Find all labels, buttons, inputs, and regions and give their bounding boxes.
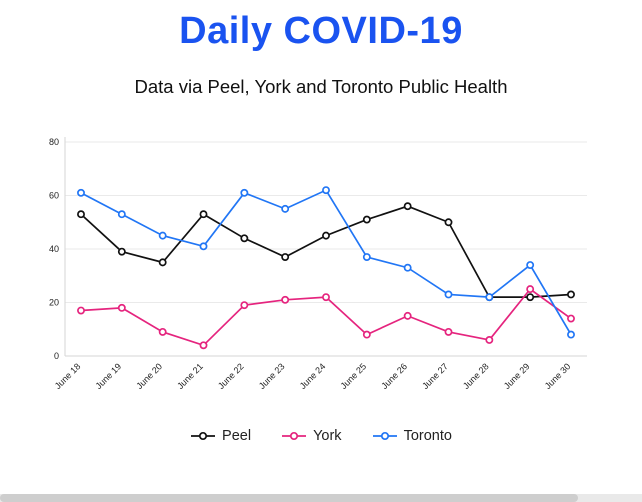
legend-marker-york-icon <box>282 431 307 440</box>
svg-text:June 24: June 24 <box>298 361 328 391</box>
svg-text:June 28: June 28 <box>461 361 491 391</box>
legend-label: York <box>313 427 342 444</box>
chart-canvas[interactable]: 0 20 40 60 80 June 18 June 19 June 20 June 21 Jun… <box>29 132 613 428</box>
chart-subtitle: Data via Peel, York and Toronto Public H… <box>134 75 508 97</box>
svg-text:June 25: June 25 <box>339 361 369 391</box>
svg-text:June 21: June 21 <box>175 361 205 391</box>
legend-item-peel[interactable]: Peel <box>190 428 251 444</box>
svg-text:June 22: June 22 <box>216 361 246 391</box>
horizontal-scrollbar[interactable] <box>0 494 642 502</box>
scrollbar-thumb[interactable] <box>0 494 578 502</box>
svg-text:June 26: June 26 <box>379 361 409 391</box>
svg-text:0: 0 <box>54 351 59 361</box>
legend-label: Peel <box>222 427 252 444</box>
svg-text:June 27: June 27 <box>420 361 450 391</box>
legend-item-toronto[interactable]: Toronto <box>372 428 452 444</box>
svg-text:June 18: June 18 <box>53 361 83 391</box>
chart-legend: Peel York Toronto <box>0 428 642 444</box>
legend-item-york[interactable]: York <box>281 427 342 444</box>
svg-text:80: 80 <box>49 137 59 147</box>
svg-text:40: 40 <box>49 244 59 254</box>
chart-title: Daily COVID-19 <box>179 10 463 52</box>
svg-text:June 20: June 20 <box>134 361 164 391</box>
svg-text:20: 20 <box>49 297 59 307</box>
legend-marker-toronto-icon <box>372 431 397 440</box>
svg-text:June 30: June 30 <box>543 361 573 391</box>
svg-text:June 19: June 19 <box>94 361 124 391</box>
svg-text:60: 60 <box>49 190 59 200</box>
line-chart[interactable]: 0 20 40 60 80 June 18 June 19 June 20 June 21 Jun… <box>29 132 613 428</box>
legend-label: Toronto <box>403 427 452 444</box>
svg-text:June 29: June 29 <box>502 361 532 391</box>
svg-text:June 23: June 23 <box>257 361 287 391</box>
legend-marker-peel-icon <box>191 431 216 440</box>
page: Daily COVID-19 Data via Peel, York and T… <box>0 10 642 502</box>
